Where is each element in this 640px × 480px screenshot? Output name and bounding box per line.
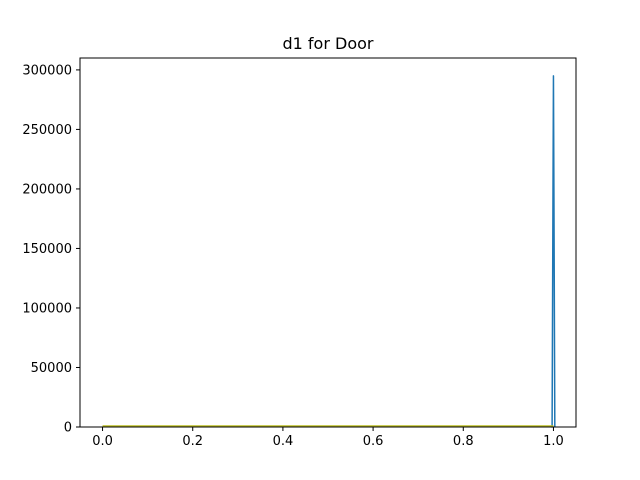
- y-axis: 0 50000 100000 150000 200000 250000 300000: [22, 63, 80, 436]
- x-tick-label: 0.4: [273, 434, 294, 449]
- x-tick-label: 0.0: [92, 434, 113, 449]
- y-tick-label: 50000: [31, 361, 72, 376]
- x-axis: 0.0 0.2 0.4 0.6 0.8 1.0: [92, 427, 564, 449]
- x-tick-label: 0.6: [363, 434, 384, 449]
- y-tick-label: 300000: [22, 63, 72, 78]
- y-tick-label: 0: [64, 421, 72, 436]
- plot-frame: [79, 57, 577, 428]
- x-tick-label: 0.2: [182, 434, 203, 449]
- x-tick-label: 1.0: [543, 434, 564, 449]
- y-tick-label: 100000: [22, 301, 72, 316]
- series-line-0: [102, 75, 556, 428]
- plot-area: [102, 75, 556, 428]
- y-tick-label: 150000: [22, 242, 72, 257]
- y-tick-label: 250000: [22, 123, 72, 138]
- y-tick-label: 200000: [22, 182, 72, 197]
- chart-title: d1 for Door: [283, 34, 374, 53]
- x-tick-label: 0.8: [453, 434, 474, 449]
